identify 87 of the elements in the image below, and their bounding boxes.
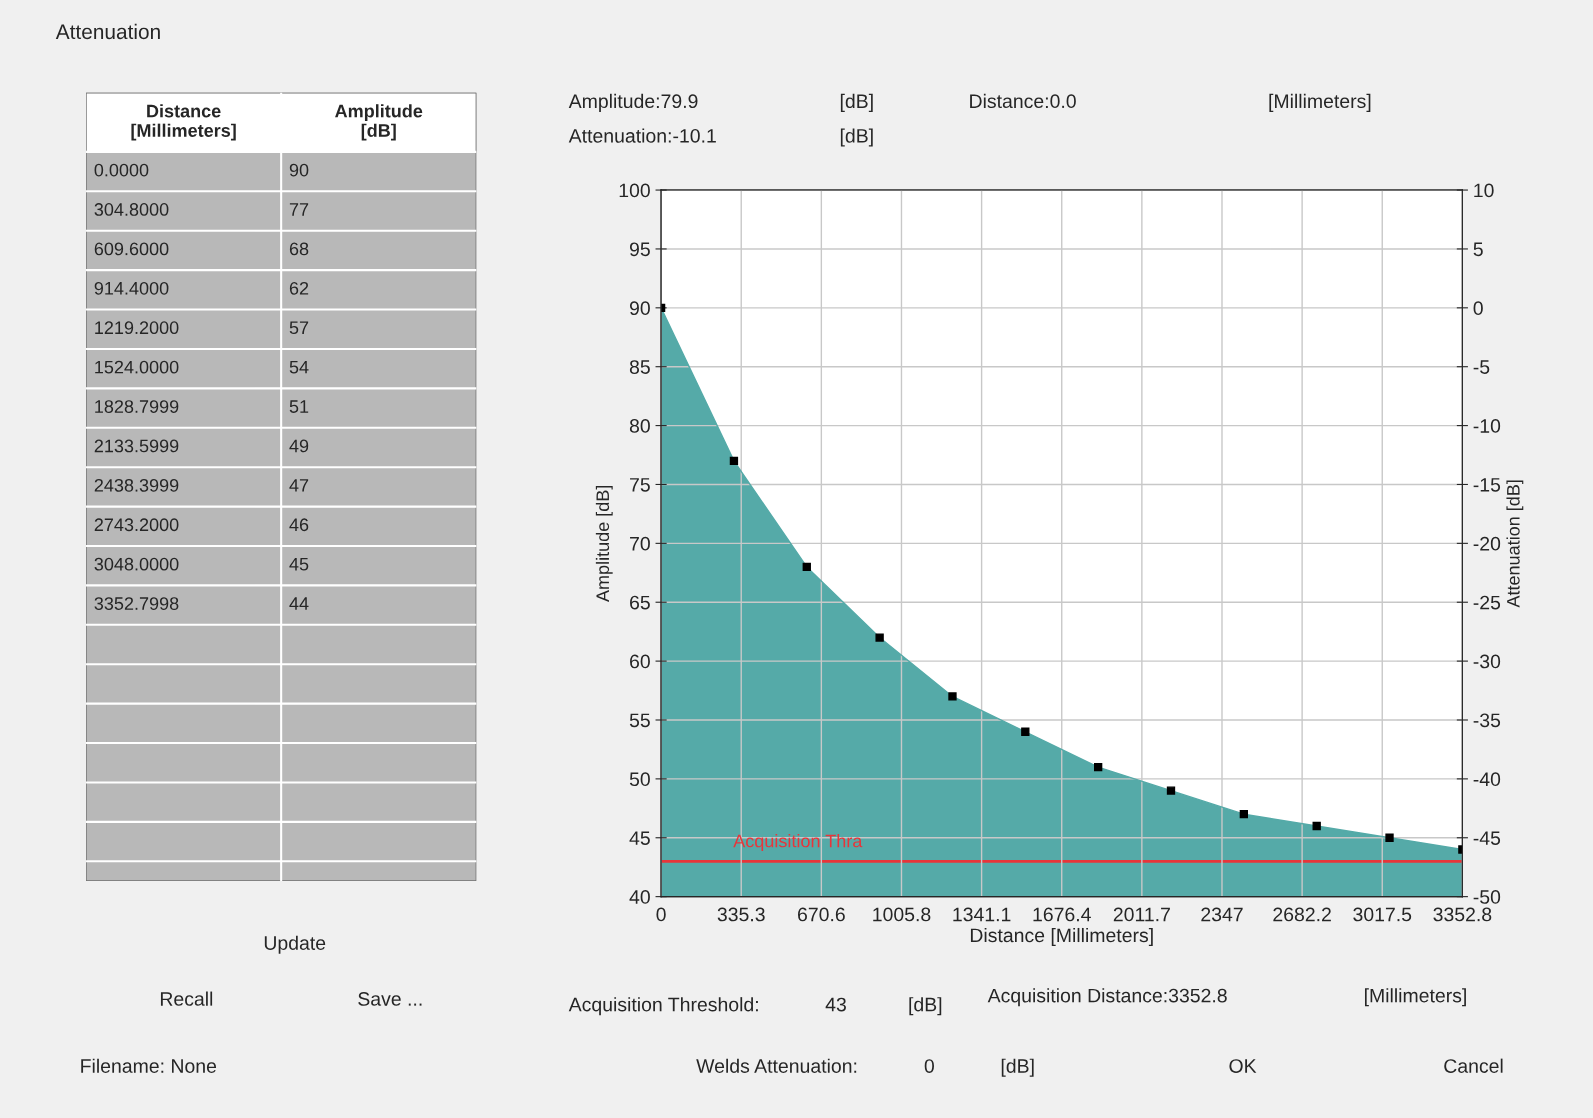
text: Amplitude:79.9 (568, 93, 698, 112)
y2-tick-label: 5 (1473, 242, 1483, 257)
text: Acquisition Distance:3352.8 (987, 988, 1227, 1007)
text: 0 (924, 1059, 934, 1073)
text: Update (264, 935, 326, 954)
x-tick-label: 2347 (1201, 907, 1243, 922)
x-tick-label: 1676.4 (1033, 907, 1091, 922)
x-tick-label: 2682.2 (1273, 907, 1331, 922)
y-tick-label: 85 (629, 360, 650, 374)
y-tick-label: 60 (630, 654, 650, 669)
text: Save ... (358, 992, 422, 1006)
y-tick-label: 55 (629, 713, 650, 728)
text: Welds Attenuation: (696, 1058, 857, 1073)
text: [dB] (840, 93, 873, 112)
text: Filename: None (81, 1058, 217, 1073)
x-tick-label: 1341.1 (953, 907, 1011, 922)
text: Cancel (1444, 1058, 1503, 1073)
y-tick-label: 45 (629, 831, 650, 845)
text: Attenuation:-10.1 (568, 128, 716, 143)
text: Distance [Millimeters] (131, 104, 236, 141)
text: 3352.7998 (94, 597, 179, 610)
text: 46 (289, 518, 309, 532)
y-tick-label: 100 (619, 183, 650, 198)
text: 45 (289, 557, 309, 571)
text: 1524.0000 (95, 360, 179, 374)
y2-tick-label: -30 (1473, 654, 1501, 669)
y-tick-label: 65 (630, 595, 650, 610)
x-tick-label: 670.6 (798, 907, 845, 922)
text: 51 (289, 400, 309, 413)
y-tick-label: 50 (629, 772, 650, 787)
text: 1219.2000 (95, 321, 179, 335)
text: 44 (289, 597, 309, 610)
y2-tick-label: -5 (1473, 360, 1490, 374)
text: 77 (289, 203, 309, 216)
y2-tick-label: -50 (1473, 890, 1501, 904)
x-tick-label: 3352.8 (1433, 907, 1492, 922)
x-tick-label: 2011.7 (1113, 907, 1170, 922)
y-tick-label: 80 (629, 419, 650, 433)
text: [dB] (909, 997, 942, 1016)
x-tick-label: 0 (656, 907, 666, 922)
text: [dB] (840, 128, 873, 147)
y-tick-label: 75 (630, 478, 650, 492)
text: 43 (825, 997, 846, 1012)
x-tick-label: 1005.8 (873, 907, 931, 922)
text: [dB] (1001, 1058, 1034, 1077)
y2-tick-label: -10 (1473, 419, 1501, 433)
text: 0.0000 (94, 163, 149, 177)
text: 2743.2000 (94, 518, 179, 532)
text: Recall (160, 991, 213, 1006)
y-tick-label: 70 (630, 536, 650, 551)
y2-tick-label: -40 (1473, 772, 1501, 787)
text: 2438.3999 (94, 478, 179, 492)
y-tick-label: 90 (629, 301, 650, 316)
text: Amplitude [dB] (335, 104, 423, 141)
y2-tick-label: -45 (1473, 831, 1501, 845)
text: 49 (289, 439, 309, 453)
text: 47 (289, 479, 309, 492)
text: [Millimeters] (1364, 988, 1466, 1007)
text: 3048.0000 (94, 557, 179, 571)
text: 2133.5999 (94, 439, 179, 453)
text: 54 (289, 360, 309, 374)
y2-tick-label: 0 (1473, 301, 1483, 316)
text: 609.6000 (94, 242, 169, 256)
text: 1828.7999 (95, 400, 179, 413)
y2-tick-label: -25 (1473, 595, 1501, 610)
y2-tick-label: -15 (1473, 478, 1501, 492)
text: 62 (289, 281, 309, 295)
text: Attenuation (55, 23, 160, 40)
text: 68 (289, 242, 309, 256)
x-tick-label: 3017.5 (1353, 907, 1412, 922)
text: 304.8000 (94, 203, 169, 216)
text: [Millimeters] (1269, 93, 1371, 112)
x-tick-label: 335.3 (717, 907, 765, 922)
x-axis-title: Distance [Millimeters] (970, 927, 1153, 947)
y2-tick-label: 10 (1474, 183, 1494, 198)
y2-tick-label: -35 (1473, 713, 1501, 728)
y-tick-label: 40 (629, 890, 650, 904)
text: OK (1229, 1059, 1257, 1073)
y2-axis-title: Attenuation [dB] (1506, 480, 1524, 608)
y-tick-label: 95 (629, 242, 650, 257)
text: Distance:0.0 (970, 93, 1076, 109)
text: 914.4000 (94, 281, 169, 295)
y-axis-title: Amplitude [dB] (595, 485, 613, 603)
text: Acquisition Threshold: (568, 997, 758, 1016)
text: 57 (289, 321, 309, 335)
text: 90 (289, 163, 309, 177)
y2-tick-label: -20 (1473, 536, 1501, 551)
